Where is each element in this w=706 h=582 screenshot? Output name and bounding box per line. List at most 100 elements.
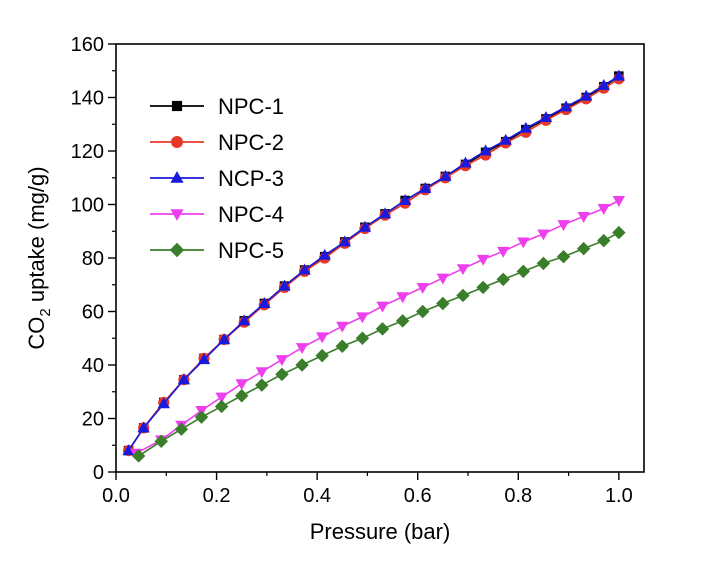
data-point	[557, 220, 570, 232]
data-point	[597, 233, 611, 248]
legend-marker	[170, 209, 184, 221]
legend-item: NPC-4	[150, 202, 284, 227]
data-point	[395, 314, 410, 328]
data-point	[556, 249, 571, 264]
legend: NPC-1 NPC-2 NCP-3 NPC-4 NPC-5	[150, 94, 284, 263]
data-point	[396, 292, 409, 304]
data-point	[376, 301, 389, 313]
legend-marker	[171, 100, 183, 112]
data-point	[612, 196, 626, 207]
data-point	[416, 282, 429, 294]
legend-item: NPC-5	[150, 238, 284, 263]
y-tick-label: 40	[82, 355, 104, 377]
data-point	[214, 399, 229, 414]
data-point	[235, 379, 248, 391]
data-point	[194, 410, 209, 424]
data-point	[499, 133, 512, 145]
x-tick-label: 0.0	[102, 485, 130, 507]
x-tick-label: 0.4	[303, 485, 331, 507]
data-point	[157, 397, 170, 409]
data-point	[419, 182, 432, 193]
data-point	[436, 273, 450, 285]
data-point	[416, 304, 430, 319]
series-layer	[122, 69, 626, 463]
legend-item: NPC-2	[150, 130, 284, 155]
x-tick-label: 0.8	[504, 485, 532, 507]
data-point	[137, 421, 150, 433]
legend-marker	[170, 171, 184, 183]
data-point	[516, 264, 531, 279]
data-point	[476, 280, 490, 295]
legend-label: NCP-3	[218, 166, 284, 191]
data-point	[476, 254, 490, 266]
series-npc-2	[122, 73, 625, 457]
data-point	[131, 449, 146, 463]
x-tick-label: 0.2	[203, 485, 231, 507]
legend-label: NPC-2	[218, 130, 284, 155]
series-npc-5	[131, 225, 626, 463]
data-point	[298, 263, 311, 275]
data-point	[456, 264, 470, 276]
data-point	[597, 79, 610, 90]
ticks-layer: 0.0 0.2 0.4 0.6 0.8 1.0 0 20 40 60 80 100 120 140 160	[71, 34, 633, 507]
legend-label: NPC-4	[218, 202, 284, 227]
data-point	[436, 296, 450, 311]
data-point	[215, 392, 228, 404]
y-tick-label: 160	[71, 34, 104, 56]
data-point	[612, 69, 626, 81]
legend-marker	[169, 242, 185, 258]
data-point	[576, 241, 591, 256]
data-point	[537, 229, 550, 241]
data-point	[318, 248, 331, 260]
data-point	[316, 332, 329, 344]
y-tick-label: 120	[71, 141, 104, 163]
data-point	[497, 246, 510, 258]
data-point	[258, 297, 271, 308]
data-point	[456, 288, 470, 303]
data-point	[255, 378, 269, 392]
data-point	[278, 279, 291, 291]
y-tick-label: 20	[82, 409, 104, 431]
data-point	[597, 204, 610, 215]
data-point	[255, 367, 268, 379]
legend-item: NPC-1	[150, 94, 284, 119]
data-point	[238, 314, 251, 326]
data-point	[217, 333, 231, 345]
data-point	[519, 121, 532, 133]
y-tick-label: 0	[93, 462, 104, 484]
data-point	[539, 111, 553, 123]
x-tick-label: 1.0	[605, 485, 633, 507]
data-point	[234, 389, 249, 403]
data-point	[356, 312, 369, 324]
y-axis-title: CO2 uptake (mg/g)	[24, 166, 54, 349]
data-point	[338, 235, 351, 247]
y-tick-label: 80	[82, 248, 104, 270]
legend-label: NPC-5	[218, 238, 284, 263]
y-axis-title-subscript: 2	[37, 308, 54, 316]
data-point	[154, 434, 168, 448]
data-point	[275, 355, 289, 367]
data-point	[559, 100, 573, 112]
data-point	[177, 373, 191, 385]
data-point	[577, 212, 590, 223]
data-point	[398, 194, 412, 205]
y-tick-label: 60	[82, 302, 104, 324]
x-tick-label: 0.6	[404, 485, 432, 507]
data-point	[479, 144, 492, 156]
data-point	[358, 220, 372, 232]
data-point	[580, 89, 593, 101]
series-ncp-3	[122, 69, 626, 456]
y-axis-title-rest: uptake (mg/g)	[24, 166, 49, 308]
data-point	[378, 207, 392, 219]
data-point	[459, 156, 472, 168]
series-line	[135, 199, 620, 454]
data-point	[355, 331, 370, 345]
x-axis-title: Pressure (bar)	[310, 519, 451, 544]
data-point	[335, 339, 350, 353]
data-point	[375, 322, 390, 336]
data-point	[197, 353, 211, 365]
legend-label: NPC-1	[218, 94, 284, 119]
data-point	[275, 367, 289, 382]
y-axis-title-main: CO	[24, 317, 49, 350]
